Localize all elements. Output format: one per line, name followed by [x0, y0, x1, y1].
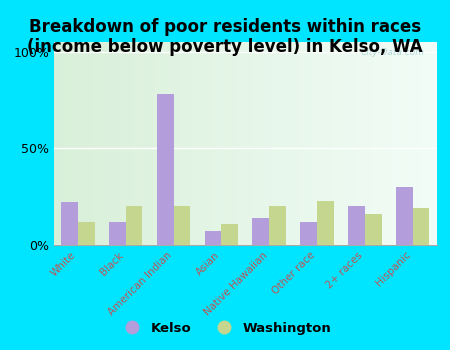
Bar: [317, 201, 334, 245]
Bar: [396, 187, 413, 245]
Bar: [269, 206, 286, 245]
Legend: Kelso, Washington: Kelso, Washington: [113, 316, 337, 340]
Bar: [174, 206, 190, 245]
Bar: [252, 218, 269, 245]
Text: City-Data.com: City-Data.com: [361, 48, 425, 57]
Bar: [157, 94, 174, 245]
Bar: [61, 202, 78, 245]
Bar: [109, 222, 126, 245]
Bar: [413, 208, 429, 245]
Bar: [348, 206, 365, 245]
Bar: [205, 231, 221, 245]
Bar: [221, 224, 238, 245]
Bar: [78, 222, 94, 245]
Bar: [365, 214, 382, 245]
Bar: [300, 222, 317, 245]
Text: Breakdown of poor residents within races
(income below poverty level) in Kelso, : Breakdown of poor residents within races…: [27, 18, 423, 56]
Bar: [126, 206, 143, 245]
